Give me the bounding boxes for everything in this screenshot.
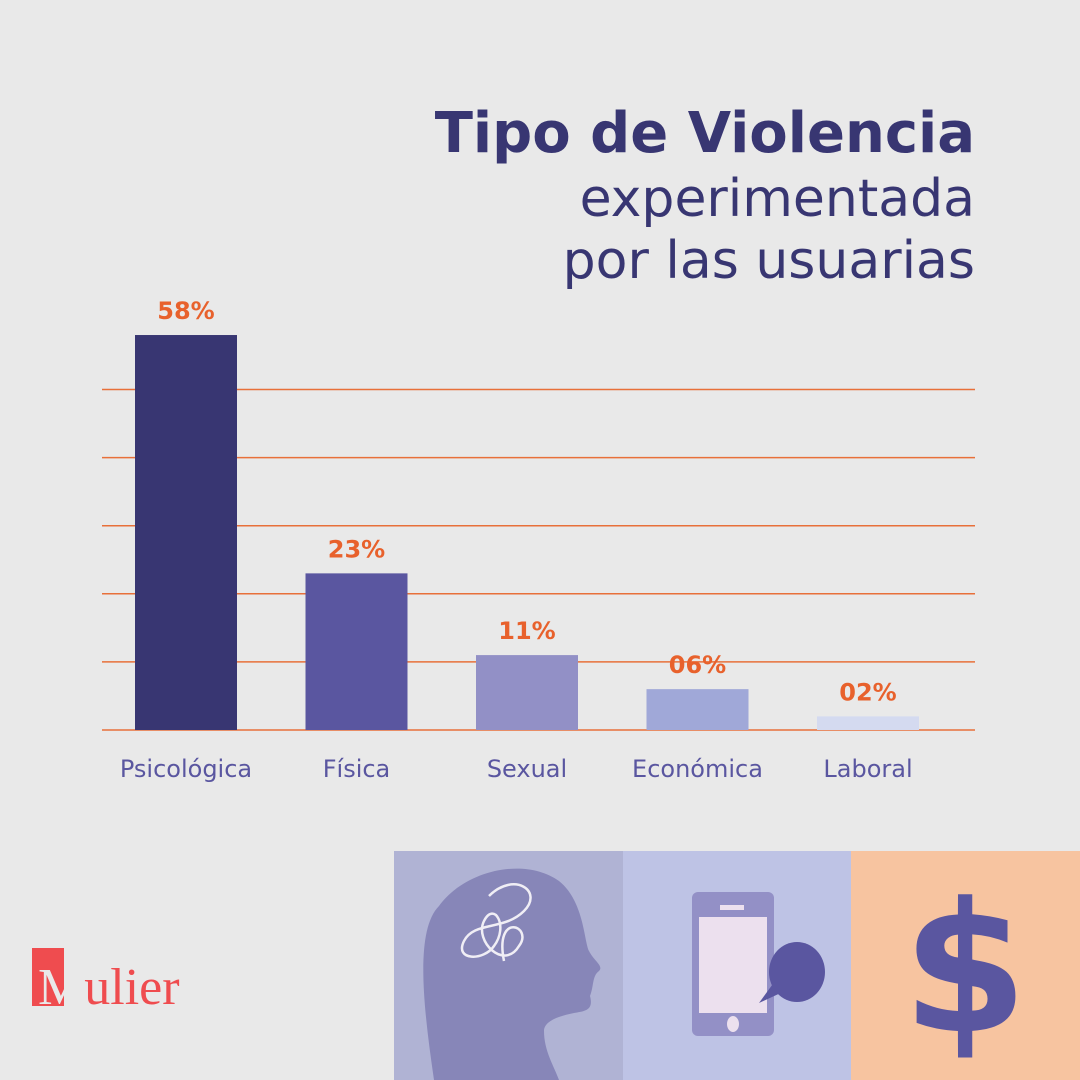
phone-message-icon [692, 892, 825, 1036]
dollar-icon: $ [902, 865, 1027, 1074]
svg-text:$: $ [902, 865, 1027, 1074]
category-label: Psicológica [120, 755, 252, 783]
category-label: Económica [632, 755, 763, 783]
bar-chart: 58% Psicológica 23% Física 11% Sexual 06% Econó… [102, 297, 975, 783]
category-label: Laboral [823, 755, 912, 783]
title-main: Tipo de Violencia [434, 101, 975, 166]
bar-4 [817, 716, 919, 730]
phone-panel [623, 851, 851, 1080]
value-label: 11% [498, 617, 555, 645]
category-label: Física [323, 755, 391, 783]
bar-3 [646, 689, 749, 730]
title-line-2: por las usuarias [562, 231, 975, 291]
bar-1 [305, 573, 408, 730]
head-panel [394, 851, 623, 1080]
svg-text:Mulier: Mulier [38, 959, 180, 1010]
bar-0 [135, 335, 237, 730]
value-label: 58% [157, 297, 214, 325]
bar-2 [476, 655, 578, 730]
money-panel: $ [851, 851, 1080, 1080]
value-label: 02% [839, 678, 896, 706]
value-label: 06% [669, 651, 726, 679]
chart-title: Tipo de Violencia experimentada por las … [435, 100, 975, 292]
mulier-logo-mark: Mulier [32, 948, 180, 1010]
value-label: 23% [328, 535, 385, 563]
head-scribble-icon [423, 868, 601, 1080]
title-line-1: experimentada [579, 169, 975, 229]
category-label: Sexual [487, 755, 567, 783]
mulier-logo: Mulier [32, 948, 212, 1010]
